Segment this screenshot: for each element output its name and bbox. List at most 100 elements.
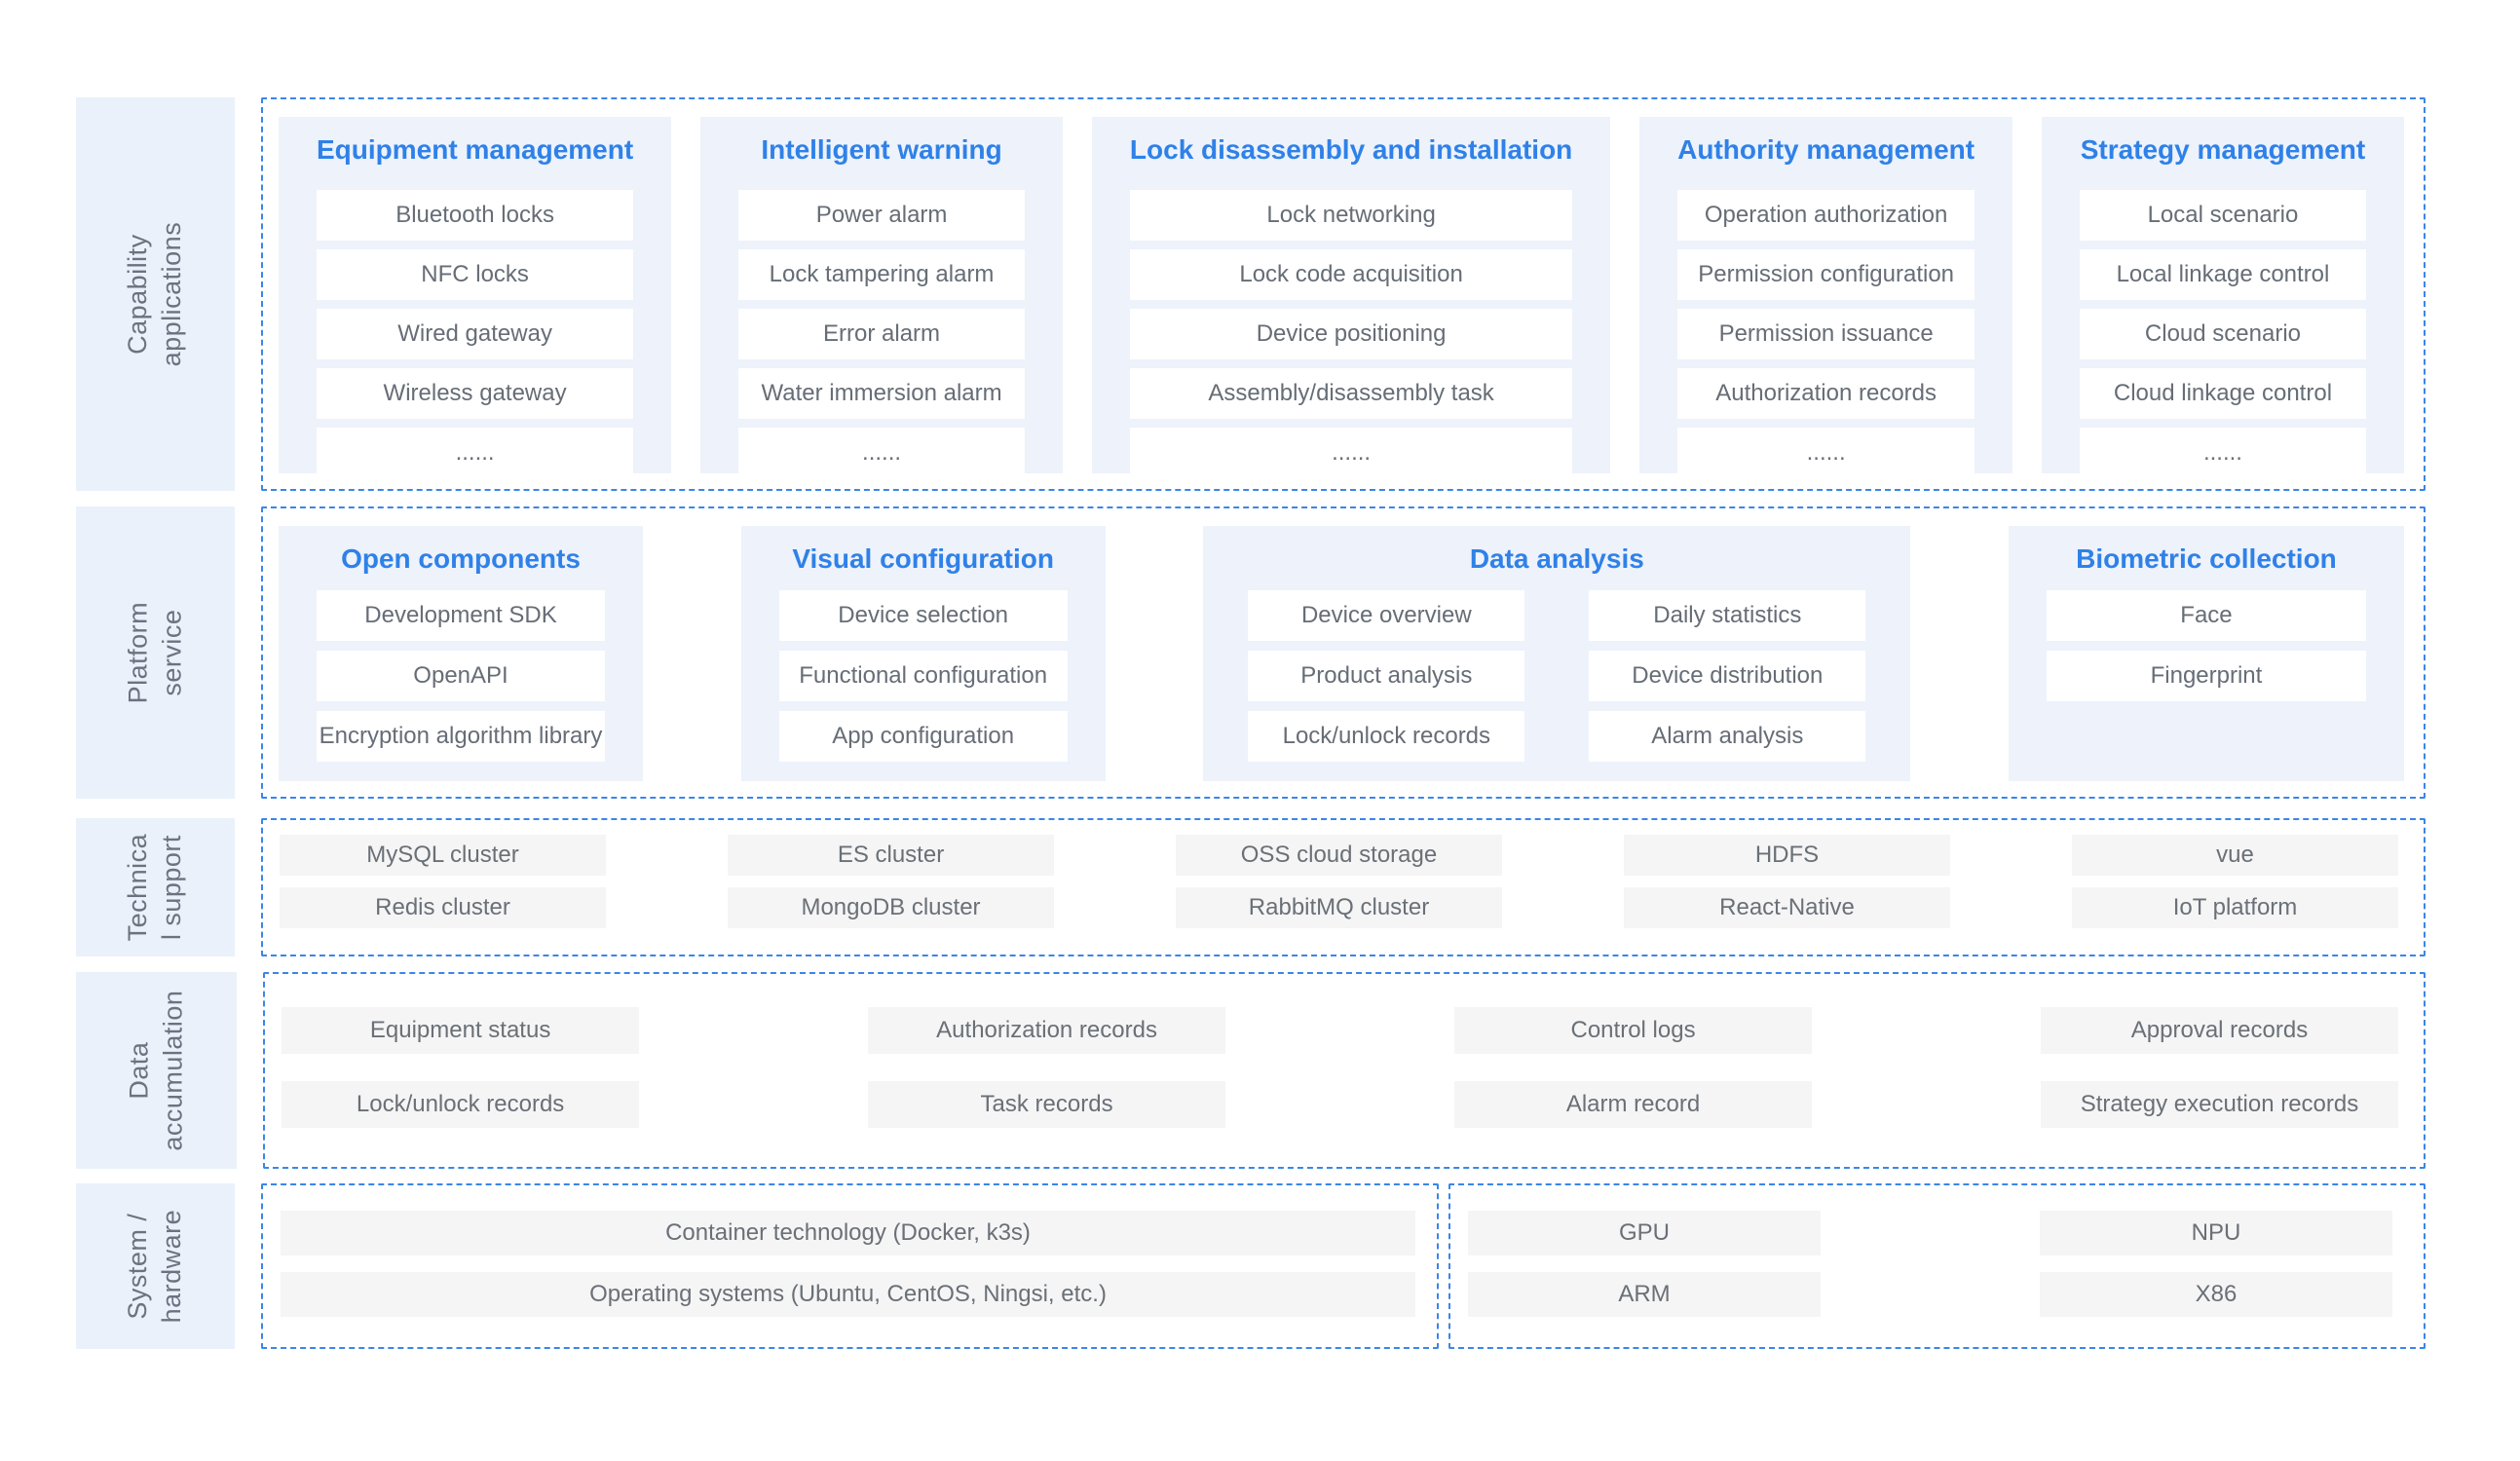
tech-column: MySQL cluster Redis cluster [280,835,606,955]
item-ellipsis: ...... [738,428,1026,478]
platform-service-container: Open components Development SDK OpenAPI … [261,506,2426,799]
data-accumulation-columns: Equipment status Lock/unlock records Aut… [265,974,2424,1167]
item: Assembly/disassembly task [1129,368,1573,419]
item: Lock/unlock records [282,1081,640,1128]
item: Approval records [2041,1007,2398,1054]
group-open-components: Open components Development SDK OpenAPI … [279,526,643,781]
item: Lock code acquisition [1129,249,1573,300]
technical-support-container: MySQL cluster Redis cluster ES cluster M… [261,818,2426,956]
tech-column: HDFS React-Native [1624,835,1950,955]
group-data-analysis: Data analysis Device overview Daily stat… [1203,526,1911,781]
hardware-container: GPU NPU ARM X86 [1448,1183,2426,1349]
group-title: Lock disassembly and installation [1129,134,1573,165]
item: Development SDK [317,590,605,641]
layer-label-technical-support: Technica l support [76,818,235,956]
item: Local linkage control [2079,249,2366,300]
item: OSS cloud storage [1176,835,1502,876]
group-title: Authority management [1677,134,1975,165]
group-items: Device overview Daily statistics Product… [1248,590,1866,762]
layer-label-text: Data accumulation [124,990,188,1151]
item: RabbitMQ cluster [1176,887,1502,928]
group-title: Equipment management [317,134,634,165]
layer-capability-applications: Capability applications Equipment manage… [76,97,2426,491]
item: Equipment status [282,1007,640,1054]
layer-label-capability-applications: Capability applications [76,97,235,491]
data-column: Authorization records Task records [868,1007,1226,1167]
item: Container technology (Docker, k3s) [281,1211,1415,1255]
item: Device positioning [1129,309,1573,359]
item: Lock tampering alarm [738,249,1026,300]
group-biometric-collection: Biometric collection Face Fingerprint [2008,526,2404,781]
item: Lock networking [1129,190,1573,241]
item: Alarm analysis [1589,711,1866,762]
item: Power alarm [738,190,1026,241]
group-strategy-management: Strategy management Local scenario Local… [2041,117,2404,478]
item: GPU [1468,1211,1821,1255]
group-title: Intelligent warning [761,134,1002,165]
group-intelligent-warning: Intelligent warning Power alarm Lock tam… [700,117,1064,478]
group-title: Biometric collection [2076,543,2337,574]
group-title: Data analysis [1469,543,1644,574]
item: NPU [2040,1211,2392,1255]
group-lock-disassembly-installation: Lock disassembly and installation Lock n… [1091,117,1611,478]
layer-label-system-hardware: System / hardware [76,1183,235,1349]
software-stack-items: Container technology (Docker, k3s) Opera… [263,1185,1437,1317]
layer-label-text: Capability applications [123,221,187,367]
group-items: Face Fingerprint [2046,590,2366,701]
hardware-items: GPU NPU ARM X86 [1450,1185,2424,1317]
item: Device distribution [1589,651,1866,701]
data-column: Control logs Alarm record [1454,1007,1813,1167]
data-column: Equipment status Lock/unlock records [282,1007,640,1167]
item: Wireless gateway [317,368,634,419]
group-items: Development SDK OpenAPI Encryption algor… [317,590,605,762]
item: Operating systems (Ubuntu, CentOS, Nings… [281,1272,1415,1317]
item: ARM [1468,1272,1821,1317]
item: OpenAPI [317,651,605,701]
item-ellipsis: ...... [2079,428,2366,478]
item: Task records [868,1081,1226,1128]
software-stack-container: Container technology (Docker, k3s) Opera… [261,1183,1439,1349]
item: Fingerprint [2046,651,2366,701]
layer-label-platform-service: Platform service [76,506,235,799]
item: Operation authorization [1677,190,1975,241]
layer-label-text: Platform service [123,601,187,704]
item: Alarm record [1454,1081,1813,1128]
item: Face [2046,590,2366,641]
layer-label-text: Technica l support [123,833,187,942]
group-title: Open components [341,543,581,574]
data-accumulation-container: Equipment status Lock/unlock records Aut… [263,972,2426,1169]
group-items: Device selection Functional configuratio… [778,590,1068,762]
item: Authorization records [1677,368,1975,419]
item: Permission issuance [1677,309,1975,359]
item: NFC locks [317,249,634,300]
item: Functional configuration [778,651,1068,701]
group-equipment-management: Equipment management Bluetooth locks NFC… [279,117,672,478]
layer-technical-support: Technica l support MySQL cluster Redis c… [76,818,2426,956]
tech-column: OSS cloud storage RabbitMQ cluster [1176,835,1502,955]
item: Product analysis [1248,651,1525,701]
layer-platform-service: Platform service Open components Develop… [76,506,2426,799]
technical-support-columns: MySQL cluster Redis cluster ES cluster M… [263,820,2424,955]
item: X86 [2040,1272,2392,1317]
item-ellipsis: ...... [1129,428,1573,478]
group-authority-management: Authority management Operation authoriza… [1639,117,2013,478]
item: Control logs [1454,1007,1813,1054]
layer-system-hardware: System / hardware Container technology (… [76,1183,2426,1349]
item: Lock/unlock records [1248,711,1525,762]
item: React-Native [1624,887,1950,928]
item-ellipsis: ...... [1677,428,1975,478]
item: MySQL cluster [280,835,606,876]
item: vue [2072,835,2398,876]
group-visual-configuration: Visual configuration Device selection Fu… [740,526,1106,781]
item: Water immersion alarm [738,368,1026,419]
item: Bluetooth locks [317,190,634,241]
item: Cloud linkage control [2079,368,2366,419]
item: Authorization records [868,1007,1226,1054]
item: Cloud scenario [2079,309,2366,359]
group-title: Strategy management [2080,134,2366,165]
item: App configuration [778,711,1068,762]
item: Daily statistics [1589,590,1866,641]
layer-label-data-accumulation: Data accumulation [76,972,238,1169]
layer-data-accumulation: Data accumulation Equipment status Lock/… [76,972,2426,1169]
capability-applications-container: Equipment management Bluetooth locks NFC… [261,97,2426,491]
